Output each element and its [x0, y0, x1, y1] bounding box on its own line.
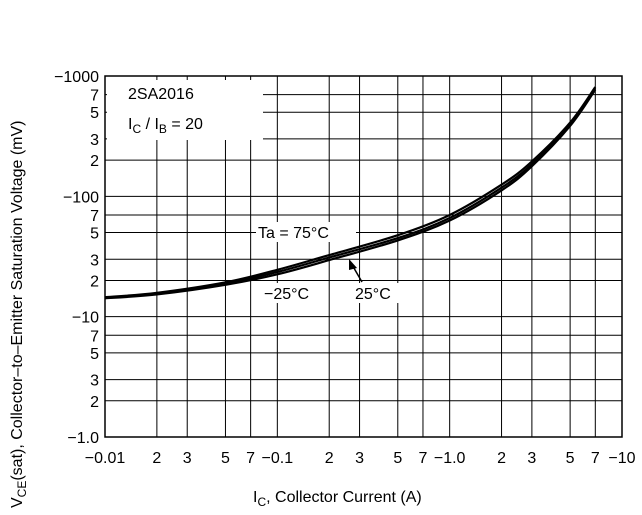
y-tick-label: 5	[90, 346, 99, 363]
x-tick-label: 7	[591, 450, 600, 467]
y-tick-label: 7	[90, 328, 99, 345]
y-tick-label: 2	[90, 273, 99, 290]
x-axis-title: IC, Collector Current (A)	[253, 489, 422, 509]
grid	[105, 76, 622, 437]
y-axis-title: VCE(sat), Collector–to–Emitter Saturatio…	[9, 121, 29, 509]
y-tick-label: 3	[90, 132, 99, 149]
curves	[104, 86, 597, 300]
series-label-25c: 25°C	[355, 286, 391, 303]
series-line	[104, 89, 597, 300]
label-pointer-arrowhead	[349, 259, 357, 270]
x-tick-label: 2	[152, 450, 161, 467]
series-label-75c: Ta = 75°C	[258, 225, 329, 242]
x-tick-label: 3	[355, 450, 364, 467]
y-tick-label: −10	[72, 310, 99, 327]
series-label-minus25c: −25°C	[264, 286, 309, 303]
x-tick-label: −10	[608, 450, 635, 467]
x-tick-label: −0.1	[262, 450, 294, 467]
y-tick-label: 2	[90, 394, 99, 411]
y-tick-label: 7	[90, 88, 99, 105]
x-tick-label: −1.0	[434, 450, 466, 467]
x-tick-label: 2	[497, 450, 506, 467]
y-tick-label: 3	[90, 252, 99, 269]
y-tick-label: −1.0	[67, 430, 99, 447]
label-bg-75	[256, 222, 356, 242]
x-tick-label: −0.01	[85, 450, 126, 467]
series-line	[104, 86, 597, 299]
x-tick-label: 7	[246, 450, 255, 467]
y-tick-label: 5	[90, 226, 99, 243]
x-tick-label: 2	[325, 450, 334, 467]
x-tick-label: 5	[221, 450, 230, 467]
y-tick-label: 7	[90, 208, 99, 225]
axis-ticks: −0.01 2 3 5 7 −0.1 2 3 5 7 −1.0 2 3 5 7 −10−1.02357−102…	[54, 69, 636, 467]
x-tick-label: 3	[527, 450, 536, 467]
x-tick-label: 5	[393, 450, 402, 467]
y-tick-label: −100	[63, 189, 99, 206]
x-tick-label: 7	[419, 450, 428, 467]
annotation-box	[107, 80, 263, 140]
part-number: 2SA2016	[128, 86, 194, 103]
x-tick-label: 3	[183, 450, 192, 467]
plot-frame	[104, 75, 623, 438]
y-tick-label: 3	[90, 373, 99, 390]
y-tick-label: 5	[90, 105, 99, 122]
x-tick-label: 5	[566, 450, 575, 467]
y-tick-label: 2	[90, 153, 99, 170]
y-tick-label: −1000	[54, 69, 99, 86]
label-bg-25	[353, 283, 405, 303]
current-ratio: IC / IB = 20	[128, 116, 203, 136]
label-bg-m25	[262, 283, 326, 303]
